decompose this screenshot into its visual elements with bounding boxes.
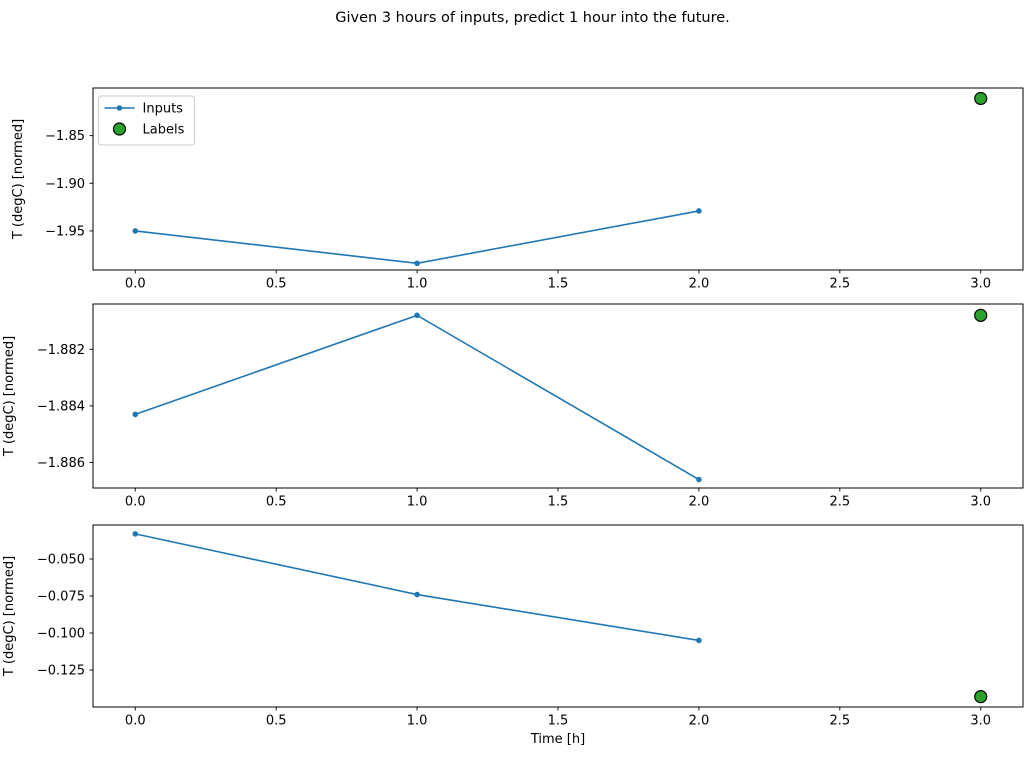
inputs-marker (132, 531, 139, 537)
labels-marker (974, 690, 988, 704)
inputs-marker (132, 411, 139, 418)
x-tick-label: 2.0 (689, 495, 710, 510)
y-tick-label: −1.886 (37, 456, 85, 471)
y-tick-label: −0.075 (37, 590, 85, 605)
y-tick-label: −1.884 (37, 399, 85, 414)
y-axis-label: T (degC) [normed] (2, 336, 17, 457)
inputs-line (135, 314, 700, 481)
y-axis-label: T (degC) [normed] (11, 119, 26, 240)
axes-2-frame (92, 524, 1024, 708)
y-tick-label: −0.125 (37, 664, 85, 679)
x-axis-label: Time [h] (530, 732, 585, 747)
y-axis-label: T (degC) [normed] (2, 556, 17, 677)
x-tick-label: 0.5 (266, 714, 287, 729)
axes-1-frame (92, 303, 1024, 489)
x-tick-label: 0.5 (266, 277, 287, 292)
legend-labels-marker (112, 122, 127, 136)
x-tick-label: 3.0 (970, 495, 991, 510)
figure-title: Given 3 hours of inputs, predict 1 hour … (335, 10, 730, 26)
x-tick-label: 3.0 (970, 714, 991, 729)
x-tick-label: 0.0 (125, 495, 146, 510)
x-tick-label: 1.0 (407, 714, 428, 729)
y-tick-label: −1.90 (45, 177, 85, 192)
x-tick-label: 3.0 (970, 277, 991, 292)
inputs-marker (414, 591, 420, 598)
x-tick-label: 1.0 (407, 495, 428, 510)
y-tick-label: −0.100 (37, 627, 85, 642)
inputs-marker (414, 312, 420, 319)
inputs-marker (414, 260, 420, 267)
inputs-marker (696, 208, 702, 214)
labels-marker (974, 308, 988, 322)
x-tick-label: 2.5 (829, 495, 850, 510)
x-tick-label: 1.0 (407, 277, 428, 292)
inputs-line (135, 533, 700, 642)
x-tick-label: 1.5 (548, 714, 569, 729)
x-tick-label: 0.0 (125, 714, 146, 729)
labels-marker (974, 91, 988, 106)
inputs-marker (132, 228, 139, 234)
x-tick-label: 0.0 (125, 277, 146, 292)
x-tick-label: 2.0 (689, 277, 710, 292)
y-tick-label: −1.85 (45, 129, 85, 144)
x-tick-label: 2.0 (689, 714, 710, 729)
legend-inputs-label: Inputs (143, 102, 184, 117)
x-tick-label: 1.5 (548, 495, 569, 510)
x-tick-label: 0.5 (266, 495, 287, 510)
inputs-line (135, 210, 700, 265)
x-tick-label: 2.5 (829, 277, 850, 292)
legend-labels-label: Labels (143, 123, 185, 138)
x-tick-label: 1.5 (548, 277, 569, 292)
y-tick-label: −1.882 (37, 343, 85, 358)
y-tick-label: −1.95 (45, 224, 85, 239)
y-tick-label: −0.050 (37, 553, 85, 568)
legend-inputs-marker (116, 105, 123, 111)
inputs-marker (696, 637, 702, 644)
inputs-marker (696, 476, 702, 483)
x-tick-label: 2.5 (829, 714, 850, 729)
